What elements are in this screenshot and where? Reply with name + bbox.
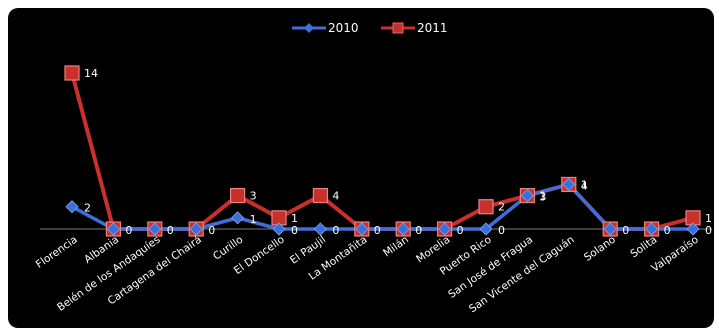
data-point-2010 (189, 222, 203, 236)
x-tick-label: Florencia (34, 234, 80, 271)
data-label-2010: 4 (581, 179, 588, 192)
data-label-2011: 1 (291, 212, 298, 225)
data-label-2011: 4 (332, 190, 339, 203)
data-point-2011 (312, 187, 328, 204)
data-point-2010 (396, 222, 410, 236)
data-point-2011 (478, 199, 494, 215)
data-point-2010 (562, 177, 576, 191)
data-label-2010: 2 (84, 202, 91, 215)
data-point-2010 (148, 222, 162, 236)
data-label-2010: 0 (332, 224, 339, 237)
data-label-2010: 1 (250, 213, 257, 226)
data-point-2010 (603, 222, 617, 236)
legend-label: 2010 (328, 21, 359, 35)
data-label-2010: 0 (705, 224, 712, 237)
data-label-2010: 0 (415, 224, 422, 237)
data-point-2011 (230, 187, 246, 204)
data-label-2011: 1 (705, 212, 712, 225)
series-line-2010 (71, 182, 693, 231)
data-label-2011: 3 (250, 190, 257, 203)
data-point-2010 (520, 189, 534, 203)
data-point-2010 (313, 222, 327, 236)
data-point-2010 (479, 222, 493, 236)
x-tick-label: Valparaíso (649, 234, 700, 275)
data-point-2010 (231, 211, 245, 225)
data-point-2010 (65, 200, 79, 214)
data-label-2010: 0 (374, 224, 381, 237)
data-label-2011: 14 (84, 67, 98, 80)
data-label-2011: 1 (539, 190, 546, 203)
chart-background (8, 8, 714, 328)
x-tick-label: Milán (381, 234, 411, 260)
data-label-2010: 0 (125, 224, 132, 237)
x-tick-label: Solita (628, 234, 659, 261)
data-point-2010 (438, 222, 452, 236)
data-label-2010: 0 (291, 224, 298, 237)
legend-label: 2011 (417, 21, 448, 35)
legend-marker-2011 (392, 22, 404, 34)
x-tick-label: Curillo (211, 234, 245, 263)
x-tick-label: Solano (582, 234, 618, 264)
data-point-2010 (686, 222, 700, 236)
data-point-2010 (106, 222, 120, 236)
data-label-2010: 0 (498, 224, 505, 237)
data-label-2010: 3 (539, 191, 546, 204)
data-point-2010 (645, 222, 659, 236)
data-label-2010: 0 (208, 224, 215, 237)
data-label-2010: 0 (664, 224, 671, 237)
data-label-2011: 2 (498, 201, 505, 214)
data-label-2010: 0 (167, 224, 174, 237)
data-point-2011 (64, 65, 80, 81)
data-label-2010: 0 (457, 224, 464, 237)
data-label-2010: 0 (622, 224, 629, 237)
data-label-2011: 1 (581, 178, 588, 191)
series-line-2011 (70, 72, 694, 231)
data-point-2010 (272, 222, 286, 236)
legend-marker-2010 (304, 23, 314, 33)
legend: 2010 2011 (292, 21, 448, 35)
data-point-2010 (355, 222, 369, 236)
